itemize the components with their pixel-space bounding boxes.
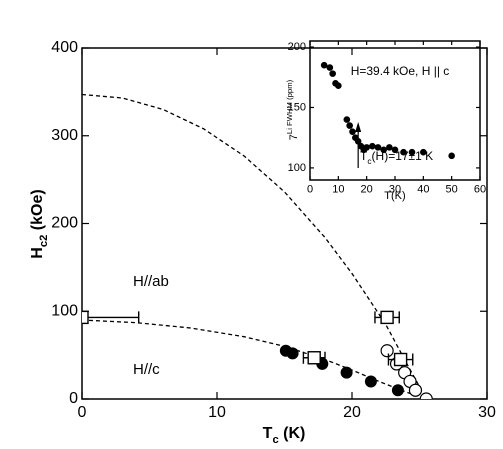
point [408, 383, 423, 397]
annotation: H=39.4 kOe, H || c [351, 64, 450, 78]
point [354, 138, 362, 145]
point [419, 392, 433, 399]
arrow-head [355, 122, 362, 132]
x-tick-label: 50 [446, 183, 458, 195]
annotation: Tc(H)=17±1 K [360, 149, 433, 166]
x-axis-label: Tc (K) [263, 425, 306, 446]
point [320, 61, 328, 69]
x-tick-label: 0 [78, 404, 87, 421]
data-layer [320, 61, 455, 160]
point [82, 310, 89, 325]
point [448, 152, 455, 160]
point [286, 347, 299, 360]
point [391, 146, 399, 154]
x-tick-label: 20 [343, 404, 361, 421]
label-part: c2 [38, 235, 50, 247]
x-tick-label: 30 [389, 183, 401, 195]
point [307, 351, 321, 365]
y-tick-label: 100 [51, 302, 78, 319]
point [374, 144, 382, 151]
point [408, 148, 416, 156]
point [400, 148, 407, 156]
point [391, 384, 404, 397]
label-part: (kOe) [29, 189, 46, 234]
point [393, 352, 408, 367]
label-part: c [367, 156, 371, 166]
point [380, 146, 387, 154]
y-axis-label: 7Li FWHM (ppm) [285, 79, 300, 140]
y-tick-label: 400 [51, 39, 78, 56]
point [335, 82, 342, 90]
point [364, 375, 377, 388]
point [346, 122, 353, 129]
point [343, 116, 351, 123]
y-tick-label: 300 [51, 127, 78, 144]
point [363, 144, 370, 151]
point [329, 70, 336, 77]
label-part: H [29, 247, 46, 259]
y-axis-label: Hc2 (kOe) [29, 189, 50, 258]
y-tick-label: 150 [288, 101, 306, 113]
label-part: (H)=17±1 K [372, 149, 434, 163]
label-part: T(K) [384, 190, 405, 202]
point [386, 144, 393, 151]
label-part: T [263, 425, 273, 442]
point [349, 128, 356, 135]
point [380, 310, 394, 325]
x-tick-label: 0 [307, 183, 313, 195]
curve [82, 319, 427, 399]
point [420, 148, 427, 156]
point [340, 366, 353, 379]
point [326, 64, 334, 71]
label-part: Li FWHM (ppm) [285, 79, 294, 134]
x-tick-label: 10 [332, 183, 344, 195]
x-axis-label: T(K) [384, 190, 405, 202]
x-tick-label: 40 [417, 183, 429, 195]
y-tick-label: 200 [51, 215, 78, 232]
x-tick-label: 20 [361, 183, 373, 195]
point [369, 142, 376, 150]
y-tick-label: 100 [288, 162, 306, 174]
x-tick-label: 10 [208, 404, 226, 421]
point [380, 344, 394, 358]
y-tick-label: 200 [288, 41, 306, 53]
label-part: 7 [288, 134, 300, 140]
curve [82, 93, 427, 399]
label-part: T [360, 149, 368, 163]
x-tick-label: 30 [478, 404, 496, 421]
annotation: H//c [133, 361, 160, 378]
x-tick-label: 60 [474, 183, 486, 195]
y-tick-label: 0 [69, 390, 78, 407]
error-bar [82, 311, 140, 324]
label-part: (K) [279, 425, 306, 442]
label-part: c [272, 434, 278, 446]
annotation: H//ab [133, 273, 169, 290]
data-layer [82, 93, 433, 399]
